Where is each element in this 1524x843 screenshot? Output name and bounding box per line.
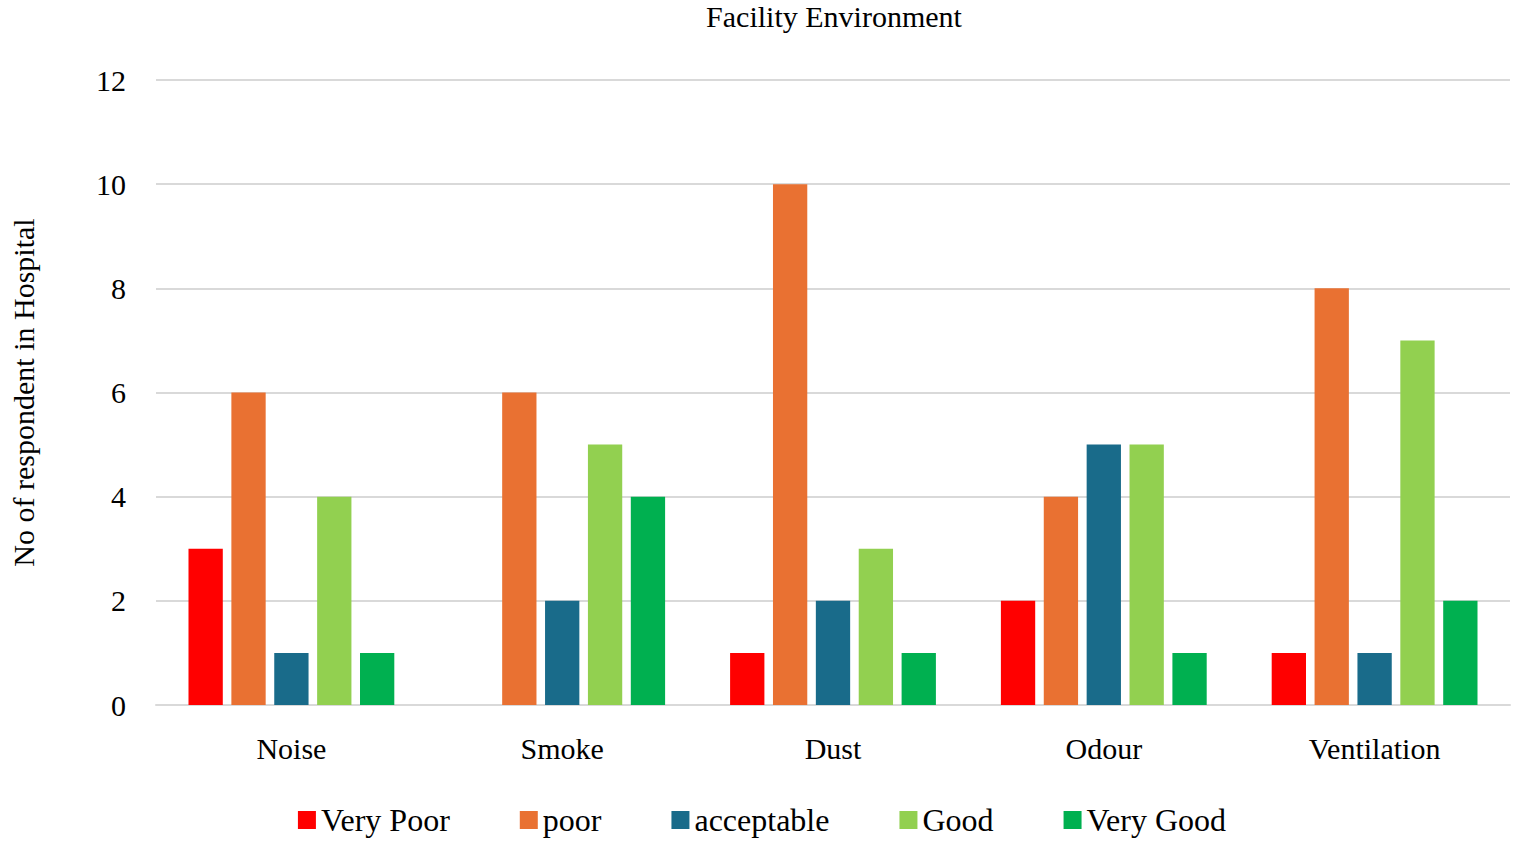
svg-text:Odour: Odour bbox=[1065, 732, 1142, 765]
svg-text:Noise: Noise bbox=[256, 732, 326, 765]
svg-text:12: 12 bbox=[96, 64, 126, 97]
svg-text:Dust: Dust bbox=[805, 732, 862, 765]
svg-text:6: 6 bbox=[111, 376, 126, 409]
svg-text:Ventilation: Ventilation bbox=[1309, 732, 1441, 765]
svg-text:Good: Good bbox=[922, 802, 993, 838]
svg-text:acceptable: acceptable bbox=[694, 802, 829, 838]
svg-text:poor: poor bbox=[543, 802, 602, 838]
svg-text:Smoke: Smoke bbox=[521, 732, 604, 765]
svg-text:2: 2 bbox=[111, 584, 126, 617]
svg-text:Very Poor: Very Poor bbox=[321, 802, 450, 838]
svg-text:4: 4 bbox=[111, 480, 126, 513]
svg-text:No of respondent in Hospital: No of respondent in Hospital bbox=[7, 218, 40, 566]
svg-text:10: 10 bbox=[96, 168, 126, 201]
svg-text:Facility Environment: Facility Environment bbox=[706, 0, 962, 33]
svg-text:Very Good: Very Good bbox=[1087, 802, 1227, 838]
svg-text:8: 8 bbox=[111, 272, 126, 305]
svg-text:0: 0 bbox=[111, 689, 126, 722]
